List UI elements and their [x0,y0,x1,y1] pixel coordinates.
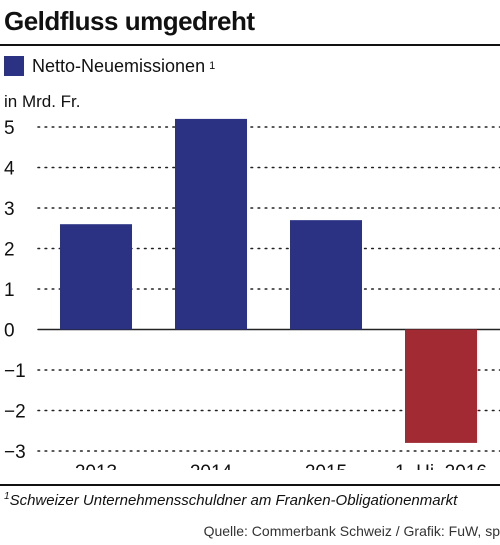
y-tick-labels: 5 4 3 2 1 0 −1 −2 −3 [4,118,26,463]
bars [60,118,477,443]
footnote: 1Schweizer Unternehmensschuldner am Fran… [4,491,457,509]
bar-1-hj-2016 [405,329,477,443]
y-tick-label: 0 [4,321,15,342]
bar-2014 [175,118,247,330]
y-tick-label: 4 [4,159,15,180]
chart-bottom-rule [0,484,500,486]
source-credit: Quelle: Commerbank Schweiz / Grafik: FuW… [203,523,500,539]
legend-label: Netto-Neuemissionen [32,55,206,76]
y-tick-label: −2 [4,402,26,423]
bar-2015 [290,220,362,330]
y-tick-label: 1 [4,280,15,301]
footnote-text: Schweizer Unternehmensschuldner am Frank… [9,492,458,509]
footnote-marker: 1 [4,491,10,502]
y-tick-label: 2 [4,240,15,261]
bar-chart: in Mrd. Fr. 5 4 3 2 1 0 −1 −2 −3 2013 2014 2015 1. … [4,92,500,470]
legend-swatch [4,56,24,76]
x-tick-label: 2014 [190,462,233,470]
bar-2013 [60,224,132,330]
y-tick-label: −3 [4,442,26,463]
y-tick-label: 5 [4,118,15,139]
y-axis-label: in Mrd. Fr. [4,92,81,111]
legend-footnote-marker: 1 [209,60,216,72]
title-rule [0,44,500,46]
y-tick-label: 3 [4,199,15,220]
legend: Netto-Neuemissionen 1 [4,55,215,77]
chart-title: Geldfluss umgedreht [4,6,255,36]
x-tick-label: 2013 [75,462,117,470]
x-tick-labels: 2013 2014 2015 1. Hj. 2016 [75,462,487,470]
y-tick-label: −1 [4,361,26,382]
x-tick-label: 2015 [305,462,347,470]
x-tick-label: 1. Hj. 2016 [395,462,487,470]
